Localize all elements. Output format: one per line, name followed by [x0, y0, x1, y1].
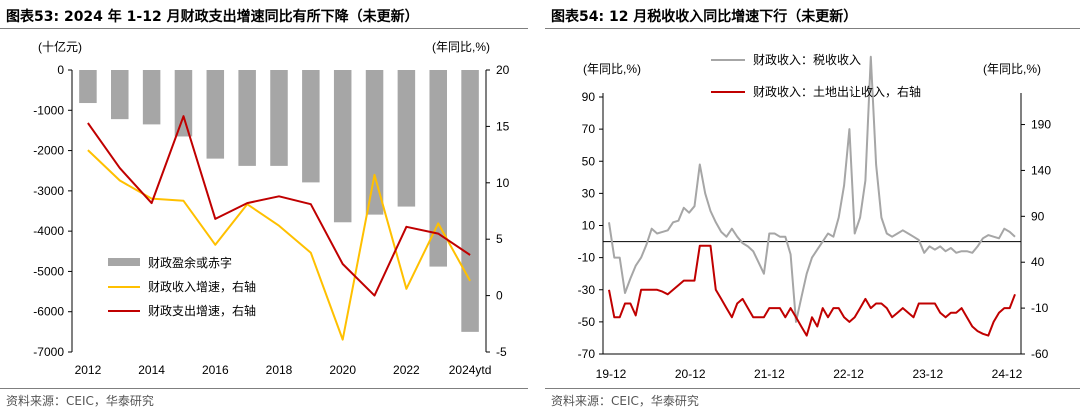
source-note: 资料来源：CEIC，华泰研究 [551, 394, 699, 408]
left-panel: 图表53: 2024 年 1-12 月财政支出增速同比有所下降（未更新） (十亿… [0, 0, 528, 411]
left-axis-unit: (十亿元) [38, 39, 82, 54]
left-tick-label: 50 [582, 154, 596, 168]
title-divider [545, 28, 1080, 29]
right-tick-label: 5 [496, 232, 503, 246]
left-tick-label: -10 [578, 251, 596, 265]
deficit-chart: (十亿元) (年同比,%) 0 -1000 -2000 -3000 -4000 -5000 -6… [33, 39, 510, 377]
right-tick-label: 140 [1031, 163, 1051, 177]
right-tick-label: 0 [496, 289, 503, 303]
right-panel: 图表54: 12 月税收收入同比增速下行（未更新） (年同比,%) (年同比,%)… [545, 0, 1080, 411]
bar-deficit [238, 70, 256, 166]
left-tick-label: -30 [578, 283, 596, 297]
right-tick-label: 15 [496, 119, 510, 133]
left-tick-label: -7000 [33, 345, 64, 359]
x-tick-label: 2018 [266, 363, 293, 377]
title-divider [0, 28, 528, 29]
right-tick-label: -5 [496, 345, 507, 359]
series-land-revenue-line [608, 244, 1016, 337]
source-note: 资料来源：CEIC，华泰研究 [6, 394, 154, 408]
right-tick-label: -60 [1031, 347, 1049, 361]
bar-deficit [174, 70, 193, 137]
tax-revenue-chart: (年同比,%) (年同比,%) 90 70 50 30 10 -10 -30 -50 -70 190 1… [578, 53, 1052, 381]
footer-divider [545, 388, 1080, 389]
bar-deficit [206, 70, 225, 159]
x-tick-label: 2020 [329, 363, 356, 377]
bar-deficit [111, 70, 129, 120]
bar-deficit [302, 70, 320, 183]
right-tick-label: 190 [1031, 118, 1051, 132]
right-tick-label: -10 [1031, 301, 1049, 315]
left-tick-label: 10 [582, 219, 596, 233]
right-axis-unit: (年同比,%) [983, 62, 1041, 76]
left-tick-label: -4000 [33, 224, 64, 238]
left-tick-label: -2000 [33, 144, 64, 158]
x-tick-label: 2016 [202, 363, 229, 377]
bar-deficit [270, 70, 288, 166]
series-expenditure-growth-line [87, 115, 471, 297]
left-tick-label: -3000 [33, 184, 64, 198]
series-tax-revenue-line [608, 55, 1016, 323]
series-revenue-growth-line [87, 149, 471, 341]
chart-title: 图表54: 12 月税收收入同比增速下行（未更新） [551, 9, 858, 25]
right-tick-label: 10 [496, 176, 510, 190]
bar-deficit [461, 70, 479, 332]
x-tick-label: 22-12 [833, 367, 864, 381]
left-tick-label: 30 [582, 186, 596, 200]
legend-label: 财政收入：土地出让收入，右轴 [753, 84, 921, 99]
x-tick-label: 21-12 [754, 367, 785, 381]
legend-swatch-bar [108, 258, 140, 266]
left-tick-label: 90 [582, 90, 596, 104]
bar-deficit [365, 70, 384, 215]
right-axis-unit: (年同比,%) [432, 40, 490, 54]
footer-divider [0, 388, 528, 389]
legend-label: 财政收入增速，右轴 [148, 279, 256, 294]
x-tick-label: 19-12 [596, 367, 627, 381]
left-tick-label: -5000 [33, 264, 64, 278]
left-tick-label: -6000 [33, 305, 64, 319]
x-tick-label: 20-12 [675, 367, 706, 381]
bar-deficit [333, 70, 352, 223]
left-tick-label: -50 [578, 315, 596, 329]
x-tick-label: 23-12 [912, 367, 943, 381]
bar-deficit [79, 70, 97, 104]
x-tick-label: 2022 [393, 363, 420, 377]
chart-title: 图表53: 2024 年 1-12 月财政支出增速同比有所下降（未更新） [6, 9, 419, 25]
x-tick-label: 2024ytd [449, 363, 492, 377]
legend-label: 财政收入：税收收入 [753, 53, 861, 67]
x-tick-label: 2012 [75, 363, 102, 377]
bar-deficit [429, 70, 447, 267]
right-tick-label: 40 [1031, 255, 1045, 269]
legend-label: 财政支出增速，右轴 [148, 303, 256, 318]
left-tick-label: -1000 [33, 103, 64, 117]
bar-deficit [397, 70, 416, 207]
right-tick-label: 90 [1031, 209, 1045, 223]
bar-deficit [142, 70, 161, 125]
left-axis-unit: (年同比,%) [583, 62, 641, 76]
left-tick-label: -70 [578, 347, 596, 361]
x-tick-label: 24-12 [992, 367, 1023, 381]
left-tick-label: 0 [57, 63, 64, 77]
x-tick-label: 2014 [138, 363, 165, 377]
right-tick-label: 20 [496, 63, 510, 77]
legend-label: 财政盈余或赤字 [148, 255, 232, 270]
left-tick-label: 70 [582, 122, 596, 136]
